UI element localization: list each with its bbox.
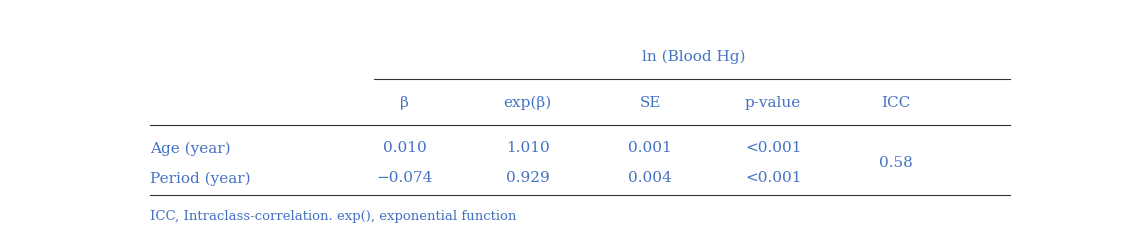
Text: <0.001: <0.001 — [745, 170, 801, 185]
Text: exp(β): exp(β) — [504, 95, 551, 110]
Text: 0.004: 0.004 — [628, 170, 672, 185]
Text: 1.010: 1.010 — [506, 141, 549, 155]
Text: <0.001: <0.001 — [745, 141, 801, 155]
Text: 0.929: 0.929 — [506, 170, 549, 185]
Text: Age (year): Age (year) — [151, 141, 231, 155]
Text: 0.010: 0.010 — [383, 141, 427, 155]
Text: ICC: ICC — [882, 95, 910, 109]
Text: p-value: p-value — [745, 95, 801, 109]
Text: SE: SE — [640, 95, 661, 109]
Text: −0.074: −0.074 — [377, 170, 432, 185]
Text: β: β — [401, 95, 409, 109]
Text: ln (Blood Hg): ln (Blood Hg) — [643, 50, 746, 64]
Text: 0.001: 0.001 — [628, 141, 672, 155]
Text: Period (year): Period (year) — [151, 170, 251, 185]
Text: 0.58: 0.58 — [880, 156, 912, 170]
Text: ICC, Intraclass-correlation. exp(), exponential function: ICC, Intraclass-correlation. exp(), expo… — [151, 210, 516, 222]
